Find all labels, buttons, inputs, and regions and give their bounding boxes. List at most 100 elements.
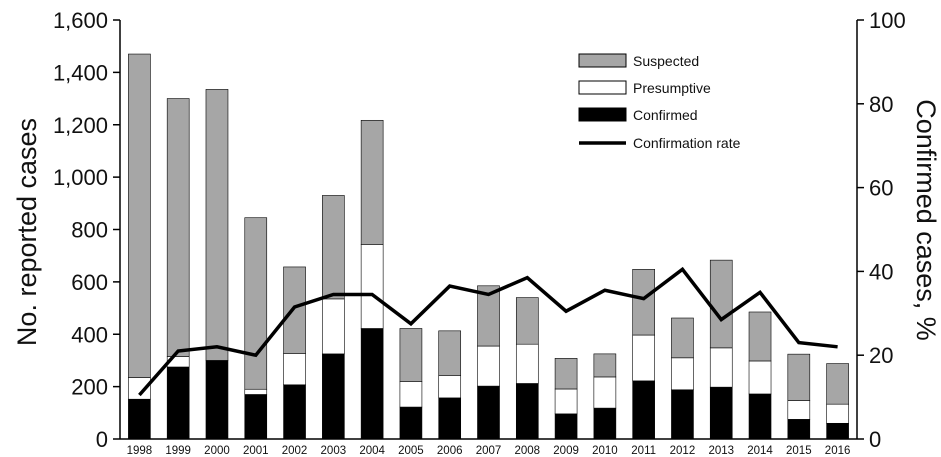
bar-confirmed-1999 xyxy=(166,366,190,440)
bar-confirmed-2015 xyxy=(787,419,811,440)
bar-suspected-1999 xyxy=(166,98,190,357)
y2-tick-label: 20 xyxy=(869,343,893,368)
bar-presumptive-2007 xyxy=(477,345,500,387)
bars-group xyxy=(128,53,849,440)
bar-presumptive-2006 xyxy=(438,375,462,399)
x-tick-label-2005: 2005 xyxy=(398,445,424,457)
bar-presumptive-2003 xyxy=(322,298,345,355)
y2-tick-labels: 0 20 40 60 80 100 xyxy=(869,8,906,452)
x-tick-label-2009: 2009 xyxy=(553,445,579,457)
x-tick-label-2007: 2007 xyxy=(476,445,502,457)
x-tick-label-2006: 2006 xyxy=(437,445,463,457)
x-tick-label-2008: 2008 xyxy=(514,445,540,457)
bar-presumptive-2013 xyxy=(709,347,733,388)
bar-suspected-2012 xyxy=(671,317,694,359)
bar-presumptive-2002 xyxy=(283,353,306,386)
bar-confirmed-2006 xyxy=(438,397,462,440)
y2-tick-label: 80 xyxy=(869,92,893,117)
legend-label-presumptive: Presumptive xyxy=(633,80,711,96)
y-tick-label: 800 xyxy=(71,218,108,243)
bar-suspected-2013 xyxy=(709,259,733,349)
bar-suspected-2005 xyxy=(399,328,423,382)
x-tick-label-2003: 2003 xyxy=(321,445,347,457)
bar-suspected-2014 xyxy=(748,311,772,362)
y-tick-label: 1,000 xyxy=(53,165,108,190)
bar-suspected-2010 xyxy=(593,353,617,378)
bar-confirmed-1998 xyxy=(128,398,151,440)
x-tick-label-2000: 2000 xyxy=(204,445,230,457)
y-tick-label: 1,200 xyxy=(53,113,108,138)
x-tick-label-2014: 2014 xyxy=(747,445,773,457)
legend-swatch-confirmed xyxy=(578,107,627,122)
y-tick-label: 1,600 xyxy=(53,8,108,33)
legend-swatch-suspected xyxy=(578,53,627,68)
bar-suspected-2004 xyxy=(360,119,384,245)
bar-suspected-2007 xyxy=(477,285,500,347)
bar-presumptive-2016 xyxy=(826,403,849,424)
y-axis-title: No. reported cases xyxy=(12,118,42,346)
legend-label-confirmation-rate: Confirmation rate xyxy=(633,135,741,151)
legend-swatch-presumptive xyxy=(578,80,627,95)
bar-presumptive-2001 xyxy=(244,388,268,395)
bar-suspected-2008 xyxy=(515,297,539,345)
bar-suspected-2009 xyxy=(554,358,578,390)
bar-confirmed-2010 xyxy=(593,407,617,440)
bar-presumptive-2005 xyxy=(399,381,423,408)
x-tick-label-2011: 2011 xyxy=(631,445,656,457)
y-tick-labels: 0 200 400 600 800 1,000 1,200 1,400 1,600 xyxy=(53,8,108,452)
bar-suspected-2001 xyxy=(244,217,268,390)
bar-presumptive-2014 xyxy=(748,360,772,395)
bar-confirmed-2005 xyxy=(399,406,423,440)
bar-presumptive-2009 xyxy=(554,388,578,415)
x-tick-label-2001: 2001 xyxy=(243,445,269,457)
x-tick-label-2015: 2015 xyxy=(786,445,812,457)
bar-suspected-2011 xyxy=(632,269,655,336)
y2-tick-label: 100 xyxy=(869,8,906,33)
bar-confirmed-2008 xyxy=(515,383,539,440)
bar-suspected-2003 xyxy=(322,195,345,300)
line-group xyxy=(138,266,838,397)
bar-suspected-2002 xyxy=(283,266,306,354)
bar-suspected-2015 xyxy=(787,353,811,401)
y-tick-label: 600 xyxy=(71,270,108,295)
bar-confirmed-2014 xyxy=(748,393,772,440)
y-tick-label: 0 xyxy=(96,427,108,452)
bar-presumptive-2011 xyxy=(632,334,655,382)
bar-confirmed-2004 xyxy=(360,328,384,440)
bar-confirmed-2000 xyxy=(205,360,229,440)
x-tick-label-2013: 2013 xyxy=(708,445,734,457)
bar-confirmed-2011 xyxy=(632,380,655,440)
bar-suspected-1998 xyxy=(128,53,151,378)
bar-confirmed-2013 xyxy=(709,386,733,440)
bar-confirmed-2012 xyxy=(671,389,694,440)
axes-group xyxy=(113,19,864,440)
bar-confirmed-2016 xyxy=(826,422,849,440)
x-tick-label-1999: 1999 xyxy=(165,445,191,457)
bar-confirmed-2007 xyxy=(477,385,500,440)
legend-label-suspected: Suspected xyxy=(633,53,699,69)
x-tick-label-2012: 2012 xyxy=(670,445,696,457)
legend-label-confirmed: Confirmed xyxy=(633,107,698,123)
bar-confirmed-2003 xyxy=(322,353,345,440)
bar-presumptive-2004 xyxy=(360,244,384,329)
bar-confirmed-2001 xyxy=(244,394,268,440)
x-tick-label-1998: 1998 xyxy=(127,445,153,457)
bar-suspected-2000 xyxy=(205,89,229,361)
x-tick-label-2010: 2010 xyxy=(592,445,618,457)
y-tick-label: 200 xyxy=(71,375,108,400)
bar-presumptive-2012 xyxy=(671,357,694,391)
bar-presumptive-2015 xyxy=(787,400,811,420)
bar-confirmed-2009 xyxy=(554,413,578,440)
x-tick-labels: 1998 1999 2000 2001 2002 2003 2004 2005 2006 2007… xyxy=(127,445,851,457)
y-tick-label: 400 xyxy=(71,322,108,347)
x-tick-label-2004: 2004 xyxy=(359,445,385,457)
y2-tick-label: 40 xyxy=(869,259,893,284)
y2-tick-label: 0 xyxy=(869,427,881,452)
bar-presumptive-2008 xyxy=(515,343,539,384)
confirmation-rate-line xyxy=(138,266,838,397)
x-tick-label-2002: 2002 xyxy=(282,445,308,457)
bar-suspected-2016 xyxy=(826,363,849,405)
bar-confirmed-2002 xyxy=(283,384,306,440)
y-tick-label: 1,400 xyxy=(53,60,108,85)
